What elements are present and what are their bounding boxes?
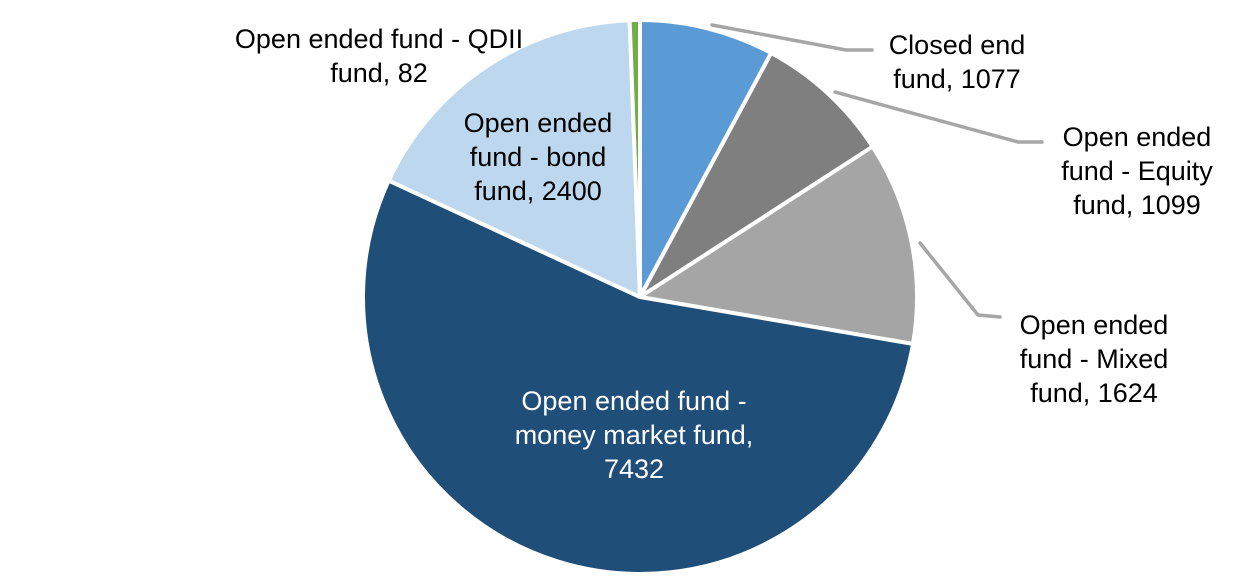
leader-line-closed-end-fund	[710, 23, 874, 52]
pie-slice-open-ended-qdii-fund	[627, 18, 642, 299]
pie-slice-open-ended-bond-fund	[386, 18, 642, 299]
data-label-open-ended-bond-fund: Open ended fund - bond fund, 2400	[464, 108, 613, 206]
data-label-open-ended-equity-fund: Open ended fund - Equity fund, 1099	[1061, 122, 1213, 220]
data-label-closed-end-fund: Closed end fund, 1077	[889, 30, 1026, 94]
data-label-open-ended-money-market-fund: Open ended fund -money market fund, 7432	[515, 386, 754, 484]
pie-slice-open-ended-equity-fund	[638, 51, 875, 299]
pie-slice-open-ended-money-market-fund	[361, 178, 915, 576]
pie-slice-open-ended-mixed-fund	[638, 144, 919, 346]
data-label-open-ended-mixed-fund: Open ended fund - Mixed fund, 1624	[1020, 310, 1169, 408]
data-label-open-ended-qdii-fund: Open ended fund - QDII fund, 82	[235, 24, 523, 88]
pie-slice-closed-end-fund	[638, 18, 774, 299]
leader-line-open-ended-mixed-fund	[918, 241, 1002, 319]
leader-line-open-ended-equity-fund	[833, 90, 1044, 144]
